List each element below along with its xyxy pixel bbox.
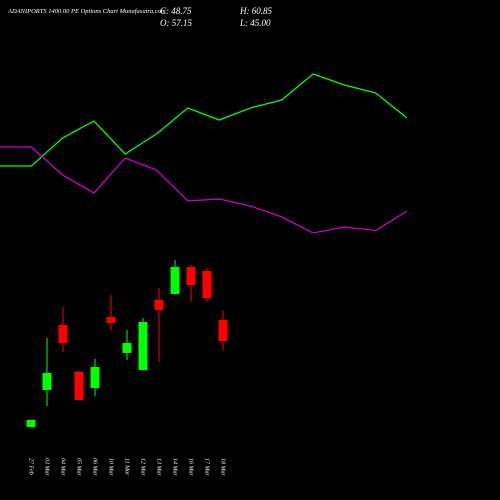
candle-body — [186, 267, 196, 285]
candle-body — [42, 373, 52, 390]
stat-high: H: 60.85 — [239, 6, 272, 16]
candle-body — [218, 320, 228, 341]
candle-body — [122, 343, 132, 353]
x-tick-label: 04 Mar — [60, 458, 67, 476]
candle-body — [170, 267, 180, 294]
candle-body — [74, 372, 84, 400]
candle-body — [26, 420, 36, 427]
x-tick-label: 16 Mar — [188, 458, 194, 476]
x-tick-label: 11 Mar — [124, 458, 130, 476]
x-tick-label: 03 Mar — [44, 458, 50, 476]
candle-body — [154, 300, 164, 310]
stat-open: O: 57.15 — [160, 18, 192, 28]
x-tick-label: 18 Mar — [220, 458, 226, 476]
x-tick-label: 10 Mar — [108, 458, 114, 476]
line-series — [0, 146, 408, 234]
candle-body — [90, 367, 100, 388]
x-tick-label: 17 Mar — [204, 458, 210, 476]
x-tick-label: 12 Mar — [140, 458, 146, 476]
x-tick-label: 27 Feb — [28, 458, 34, 475]
candle-body — [138, 322, 148, 370]
stat-close: C: 48.75 — [160, 6, 192, 16]
chart-title: ADANIPORTS 1400.00 PE Options Chart Muna… — [7, 8, 166, 15]
x-tick-label: 06 Mar — [92, 458, 98, 476]
stat-low: L: 45.00 — [239, 18, 271, 28]
candle-body — [106, 317, 116, 323]
x-tick-label: 05 Mar — [76, 458, 82, 476]
line-series — [0, 73, 408, 167]
x-tick-label: 14 Mar — [172, 458, 179, 476]
x-tick-label: 13 Mar — [156, 458, 162, 476]
candle-body — [58, 325, 68, 343]
candle-body — [202, 271, 212, 298]
